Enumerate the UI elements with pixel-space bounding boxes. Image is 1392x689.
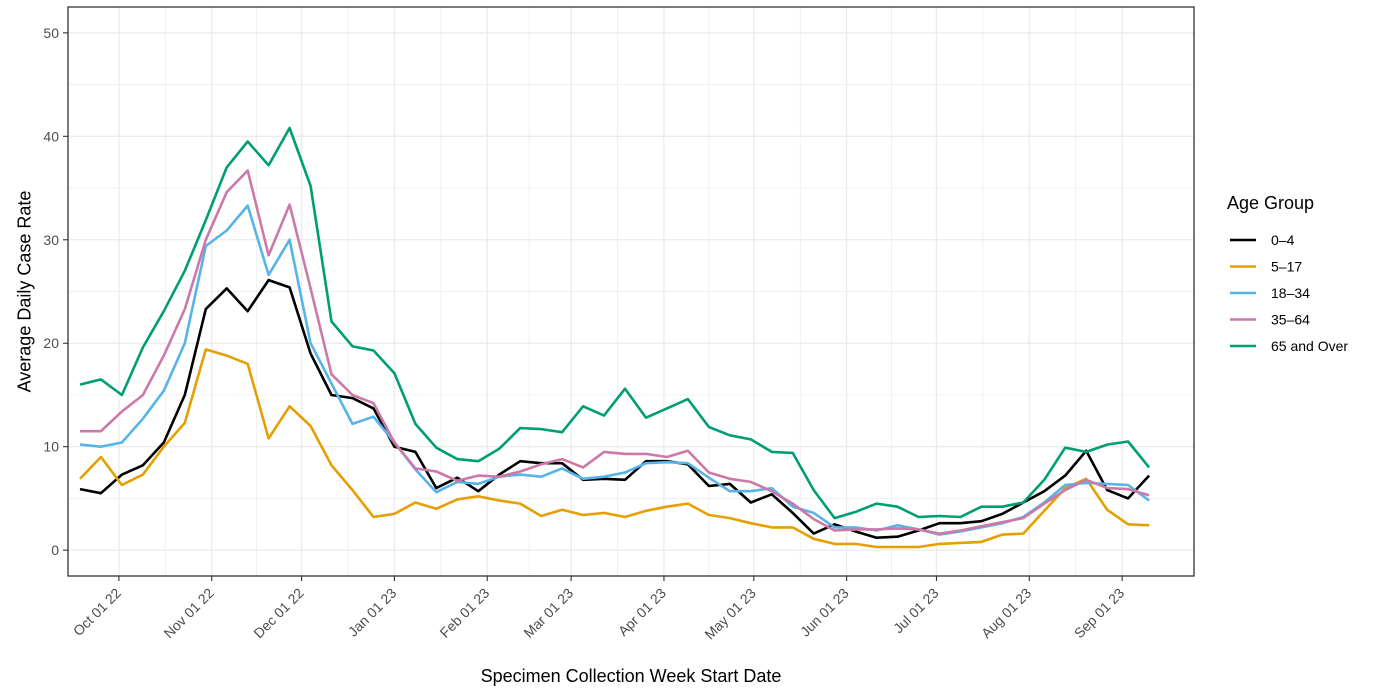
legend-title: Age Group	[1227, 193, 1314, 213]
y-tick-label: 30	[43, 232, 59, 248]
y-tick-label: 40	[43, 128, 59, 144]
series-line	[79, 278, 1151, 540]
legend-label: 5–17	[1271, 259, 1302, 275]
legend: Age Group 0–4 5–17 18–34 35–64 65 and Over	[1227, 193, 1348, 354]
series-line	[79, 348, 1150, 549]
legend-label: 35–64	[1271, 312, 1310, 328]
y-tick-label: 0	[51, 542, 59, 558]
series-line	[79, 126, 1151, 520]
y-axis-title: Average Daily Case Rate	[14, 191, 34, 393]
legend-label: 0–4	[1271, 232, 1295, 248]
series-line	[80, 169, 1150, 535]
x-axis-title: Specimen Collection Week Start Date	[481, 666, 782, 686]
minor-grid	[68, 7, 1194, 576]
y-tick-label: 20	[43, 335, 59, 351]
legend-label: 18–34	[1271, 285, 1310, 301]
legend-label: 65 and Over	[1271, 338, 1348, 354]
series-lines	[79, 126, 1151, 549]
y-tick-label: 50	[43, 25, 59, 41]
y-axis: 0 10 20 30 40 50	[43, 25, 68, 558]
plot-panel-border	[67, 6, 1195, 577]
y-tick-label: 10	[43, 439, 59, 455]
